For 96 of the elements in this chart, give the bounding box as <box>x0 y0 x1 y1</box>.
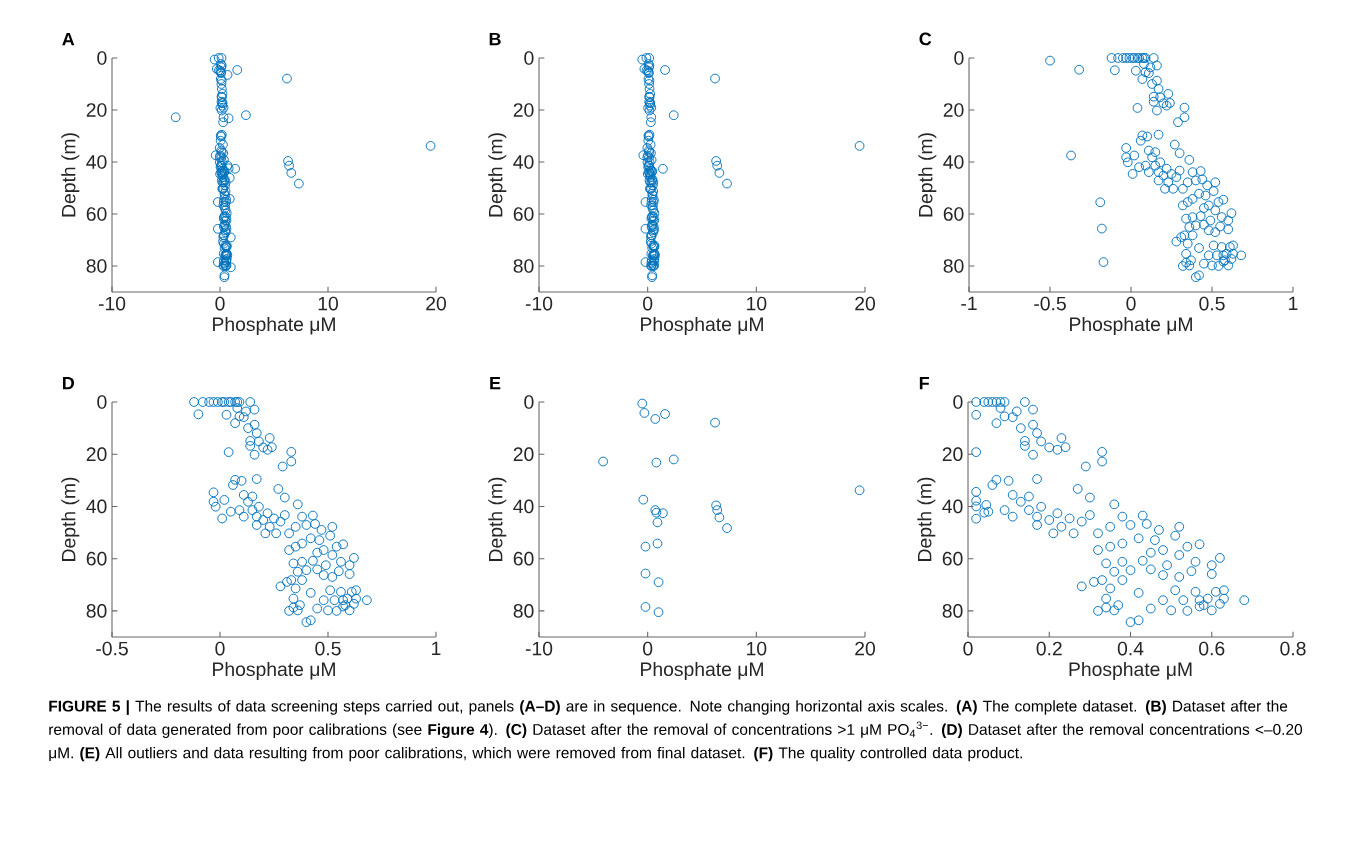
y-axis-title: Depth (m) <box>61 477 80 561</box>
y-axis-title: Depth (m) <box>917 477 936 561</box>
x-axis-title: Phosphate μM <box>641 316 763 335</box>
point <box>712 505 723 515</box>
point <box>653 577 664 588</box>
y-tick-label: 20 <box>86 447 107 462</box>
y-tick-label: 0 <box>524 395 534 409</box>
y-tick-label: 0 <box>954 51 964 65</box>
x-tick-label: 20 <box>855 641 875 656</box>
y-tick-label: 40 <box>86 499 107 514</box>
point <box>711 500 722 511</box>
x-tick-label: 0.5 <box>315 641 341 656</box>
y-tick-label: 60 <box>513 551 534 566</box>
y-tick-label: 0 <box>97 395 107 409</box>
point <box>640 568 651 579</box>
y-tick-label: 80 <box>942 604 963 618</box>
x-tick-label: 0.8 <box>1280 641 1306 656</box>
point <box>652 517 663 528</box>
y-tick-label: 20 <box>513 103 534 117</box>
x-tick-label: 0 <box>215 296 225 311</box>
y-tick-label: 80 <box>513 604 534 618</box>
y-tick-label: 0 <box>953 395 963 409</box>
text: FIGURE 5 | The results of data screening steps carried out, panels (A–D) are in sequence. Note changing horizontal axis scales. (A) The complete dataset. (B) Dataset after the removal of data generated from poor calibrations (see Figure 4). (C) Dataset after the removal of concentrations >1 μM PO$_{4}$$^{3−}$. (D) Dataset after the removal concentrations <–0.20 μM. (E) All outliers and data resulting from poor calibrations, which were removed from final dataset. (F) The quality controlled data product. <box>49 700 1303 762</box>
x-tick-label: 20 <box>426 296 446 311</box>
x-tick-label: -10 <box>98 296 126 311</box>
x-tick-label: -0.5 <box>96 641 128 656</box>
x-tick-label: 0.4 <box>1117 641 1144 656</box>
x-tick-label: 10 <box>747 641 767 656</box>
x-axis-title: Phosphate μM <box>1070 316 1192 335</box>
x-tick-label: 0 <box>215 641 225 656</box>
y-tick-label: 40 <box>943 155 964 169</box>
y-tick-label: 60 <box>86 551 107 566</box>
x-tick-label: 10 <box>318 296 338 311</box>
y-tick-label: 0 <box>524 51 534 65</box>
point <box>658 508 668 519</box>
x-tick-label: 0 <box>1126 296 1136 311</box>
x-tick-label: 1 <box>1289 296 1298 311</box>
y-axis-title: Depth (m) <box>488 133 507 217</box>
x-tick-label: -10 <box>525 641 553 656</box>
chart-title: E <box>490 376 501 390</box>
x-axis-title: Phosphate μM <box>641 661 763 680</box>
point <box>668 454 679 465</box>
x-tick-label: 20 <box>855 296 875 311</box>
point <box>598 456 608 467</box>
chart-title: B <box>489 32 501 46</box>
y-tick-label: 40 <box>942 499 963 514</box>
x-axis-title: Phosphate μM <box>1069 661 1192 680</box>
point <box>653 607 664 618</box>
point <box>854 485 865 496</box>
x-tick-label: -1 <box>961 296 977 311</box>
x-axis-title: Phosphate μM <box>213 316 335 335</box>
x-tick-label: -10 <box>525 296 553 311</box>
y-tick-label: 40 <box>513 499 534 514</box>
point <box>714 512 725 523</box>
x-tick-label: 0.6 <box>1199 641 1225 656</box>
point <box>650 414 661 424</box>
y-tick-label: 20 <box>513 447 534 462</box>
y-tick-label: 60 <box>513 207 534 221</box>
x-tick-label: 10 <box>747 296 767 311</box>
y-tick-label: 20 <box>86 103 107 117</box>
x-tick-label: 1 <box>432 641 441 656</box>
y-axis-title: Depth (m) <box>488 477 507 561</box>
point <box>652 538 663 549</box>
x-axis-title: Phosphate μM <box>213 661 335 680</box>
point <box>710 417 720 428</box>
y-tick-label: 40 <box>513 155 534 169</box>
x-tick-label: -0.5 <box>1034 296 1066 311</box>
y-tick-label: 80 <box>943 259 964 273</box>
y-tick-label: 20 <box>942 447 963 462</box>
point <box>640 602 651 612</box>
point <box>638 494 649 505</box>
point <box>651 457 662 468</box>
chart-title: F <box>919 376 929 390</box>
x-tick-label: 0.2 <box>1036 641 1062 656</box>
y-tick-label: 80 <box>513 259 534 273</box>
y-tick-label: 80 <box>86 604 107 618</box>
x-tick-label: 0 <box>643 296 653 311</box>
y-tick-label: 0 <box>97 51 107 65</box>
x-tick-label: 0 <box>643 641 653 656</box>
x-tick-label: 0.5 <box>1199 296 1225 311</box>
y-axis-title: Depth (m) <box>918 133 937 217</box>
point <box>637 398 648 409</box>
y-tick-label: 80 <box>86 259 107 273</box>
point <box>639 408 650 418</box>
y-axis-title: Depth (m) <box>61 133 80 217</box>
point <box>660 409 670 419</box>
chart-title: C <box>919 32 932 46</box>
chart-title: D <box>62 376 75 390</box>
chart-title: A <box>62 32 75 46</box>
y-tick-label: 20 <box>943 103 964 117</box>
point <box>640 541 651 552</box>
y-tick-label: 40 <box>86 155 107 169</box>
y-tick-label: 60 <box>86 207 107 221</box>
y-tick-label: 60 <box>943 207 964 221</box>
point <box>722 523 732 533</box>
y-tick-label: 60 <box>942 551 963 566</box>
